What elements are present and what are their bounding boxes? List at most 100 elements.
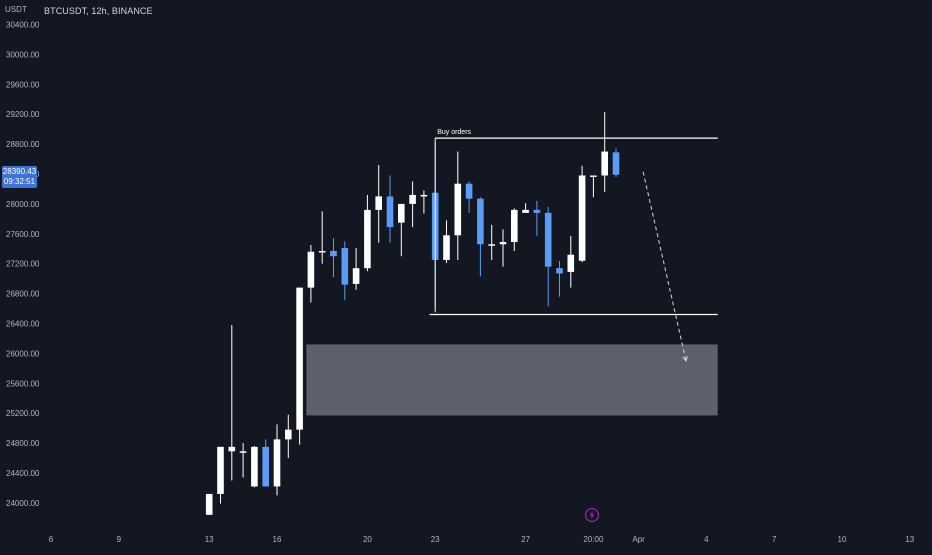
candle[interactable]	[465, 181, 473, 213]
x-tick-label: 7	[772, 535, 777, 544]
y-tick-label: 24000.00	[6, 499, 40, 508]
candle-body	[488, 244, 495, 246]
candle-body	[544, 212, 552, 267]
candle[interactable]	[251, 446, 258, 488]
candle-body	[318, 250, 326, 253]
candle-body	[477, 198, 484, 245]
chart-title: BTCUSDT, 12h, BINANCE	[44, 6, 153, 16]
x-tick-label: 20:00	[583, 535, 604, 544]
candle-body	[567, 254, 575, 272]
candle[interactable]	[420, 190, 428, 214]
candle-body	[533, 209, 541, 213]
projection-arrow[interactable]	[642, 171, 687, 361]
candle[interactable]	[590, 175, 597, 198]
y-tick-label: 30400.00	[6, 21, 40, 30]
candle-body	[499, 242, 507, 245]
candle[interactable]	[398, 203, 405, 257]
candle[interactable]	[544, 206, 552, 307]
candle[interactable]	[341, 241, 349, 301]
candle[interactable]	[533, 200, 541, 237]
candle[interactable]	[578, 165, 586, 263]
candle[interactable]	[318, 211, 326, 264]
candle[interactable]	[454, 151, 462, 260]
x-tick-label: 13	[905, 535, 914, 544]
candle[interactable]	[522, 203, 529, 213]
candle-body	[239, 451, 247, 453]
y-tick-label: 27200.00	[6, 260, 40, 269]
candle[interactable]	[330, 238, 337, 278]
candle-body	[443, 235, 450, 260]
candle-body	[341, 248, 349, 285]
candle-body	[556, 268, 563, 274]
candle[interactable]	[364, 194, 371, 272]
candle-body	[273, 439, 281, 487]
x-tick-label: 16	[273, 535, 282, 544]
candle-body	[364, 209, 371, 269]
candle-body	[522, 209, 529, 213]
candle[interactable]	[601, 111, 608, 192]
y-tick-label: 26800.00	[6, 290, 40, 299]
candle[interactable]	[217, 446, 224, 504]
candle-body	[375, 196, 382, 210]
candle-body	[454, 183, 462, 236]
candle-body	[262, 446, 269, 487]
candle[interactable]	[488, 224, 495, 260]
candle-body	[465, 183, 473, 199]
candle[interactable]	[612, 148, 620, 177]
candle[interactable]	[205, 493, 213, 515]
bar-countdown: 09:32:51	[3, 177, 36, 186]
candle[interactable]	[567, 236, 575, 288]
candle[interactable]	[499, 229, 507, 267]
candle[interactable]	[511, 208, 518, 251]
candle-body	[511, 209, 518, 243]
candle-body	[420, 194, 428, 197]
candle[interactable]	[262, 439, 269, 487]
y-tick-label: 27600.00	[6, 230, 40, 239]
demand-zone[interactable]	[306, 344, 718, 416]
x-tick-label: 13	[205, 535, 214, 544]
candle-body	[307, 251, 315, 288]
candle[interactable]	[239, 443, 247, 478]
y-tick-label: 28800.00	[6, 140, 40, 149]
y-tick-label: 24400.00	[6, 469, 40, 478]
candle-body	[386, 196, 394, 228]
candle-body	[285, 429, 292, 440]
currency-label: USDT	[5, 5, 27, 14]
x-tick-label: 27	[521, 535, 530, 544]
candle-body	[228, 446, 236, 452]
candle[interactable]	[307, 245, 315, 303]
candle[interactable]	[556, 260, 563, 297]
candle[interactable]	[228, 324, 236, 481]
candle[interactable]	[386, 175, 394, 243]
current-price-badge: 28390.43 09:32:51	[2, 166, 37, 188]
x-tick-label: 10	[838, 535, 847, 544]
y-tick-label: 26400.00	[6, 320, 40, 329]
candle-body	[251, 446, 258, 487]
candle-body	[330, 250, 337, 257]
y-tick-label: 29600.00	[6, 80, 40, 89]
x-tick-label: 4	[704, 535, 709, 544]
candle[interactable]	[477, 197, 484, 277]
candle-body	[601, 151, 608, 176]
candle-body	[578, 175, 586, 261]
candle[interactable]	[273, 424, 281, 496]
candle[interactable]	[296, 287, 303, 445]
candle-body	[409, 194, 416, 204]
candle-body	[352, 268, 360, 284]
candle[interactable]	[285, 414, 292, 459]
candle[interactable]	[375, 165, 382, 243]
buy-orders-label: Buy orders	[437, 129, 471, 136]
x-tick-label: 23	[431, 535, 440, 544]
candle[interactable]	[409, 181, 416, 228]
candle[interactable]	[352, 248, 360, 290]
y-tick-label: 30000.00	[6, 50, 40, 59]
candle[interactable]	[443, 220, 450, 263]
y-tick-label: 25600.00	[6, 379, 40, 388]
projection-arrowhead	[682, 355, 688, 362]
lightning-icon[interactable]	[584, 507, 600, 523]
candle-body	[217, 446, 224, 494]
y-tick-label: 25200.00	[6, 409, 40, 418]
x-tick-label: 6	[49, 535, 54, 544]
